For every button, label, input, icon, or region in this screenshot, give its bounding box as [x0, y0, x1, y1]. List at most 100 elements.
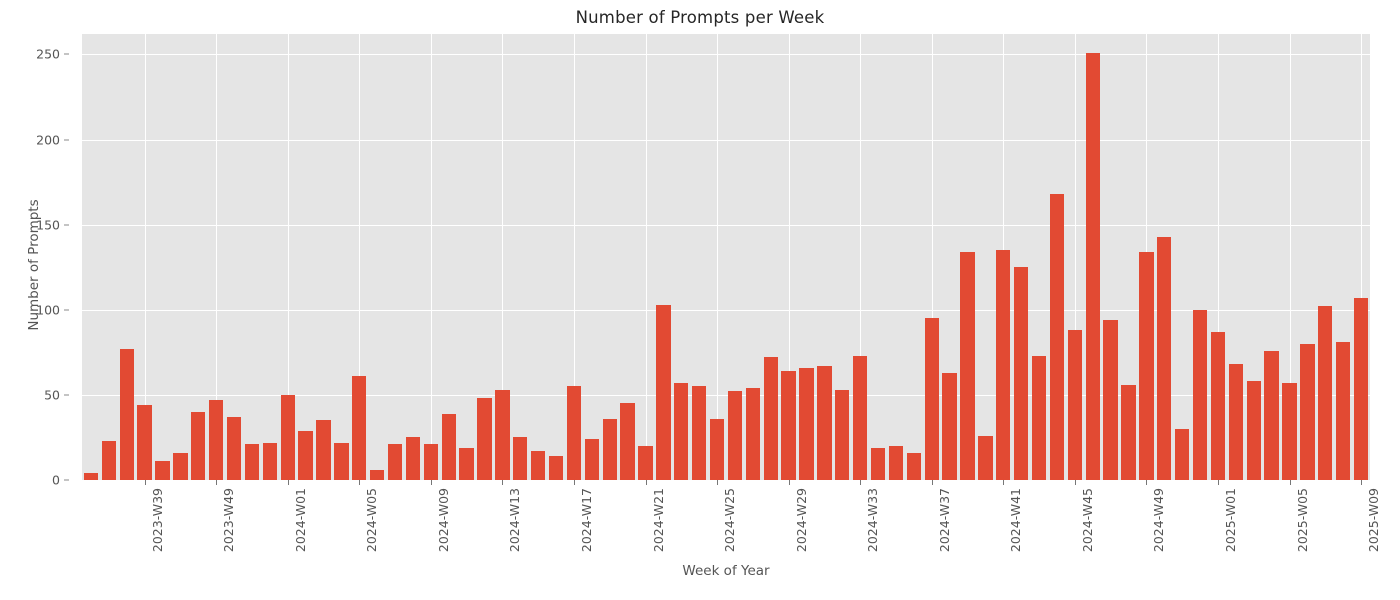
x-tick-label: 2024-W13	[507, 488, 523, 553]
bar-series	[82, 34, 1370, 480]
y-tick-label: 0	[52, 472, 60, 488]
x-tick-mark	[287, 480, 289, 485]
gridline-vertical	[1361, 34, 1363, 480]
bar	[370, 469, 385, 480]
bar	[191, 411, 206, 480]
bar	[709, 418, 725, 480]
gridline-horizontal	[82, 139, 1370, 141]
x-tick-label: 2024-W17	[578, 488, 594, 553]
bar	[1246, 381, 1261, 480]
gridline-horizontal	[82, 54, 1370, 56]
gridline-vertical	[931, 34, 933, 480]
x-tick-label: 2024-W09	[435, 488, 451, 553]
gridline-vertical	[717, 34, 719, 480]
gridline-vertical	[1217, 34, 1219, 480]
bar	[548, 456, 564, 480]
gridline-vertical	[1074, 34, 1076, 480]
chart-title: Number of Prompts per Week	[575, 8, 825, 27]
bar	[352, 376, 367, 480]
x-tick-label: 2025-W09	[1366, 488, 1382, 553]
x-tick-mark	[1003, 480, 1005, 485]
bar	[1264, 350, 1279, 480]
gridline-vertical	[573, 34, 575, 480]
x-tick-label: 2024-W01	[292, 488, 308, 553]
x-tick-mark	[1146, 480, 1148, 485]
bar	[1300, 343, 1315, 480]
gridline-horizontal	[82, 394, 1370, 396]
x-tick-label: 2024-W05	[364, 488, 380, 553]
bar	[1014, 267, 1029, 480]
bar	[262, 442, 277, 480]
bar	[960, 251, 975, 480]
bar	[244, 444, 260, 480]
x-axis: 2023-W39 2023-W49 2024-W01 2024-W05 2024-W09…	[82, 480, 1381, 580]
gridline-vertical	[216, 34, 218, 480]
bar	[83, 473, 99, 480]
x-tick-label: 2024-W33	[865, 488, 881, 553]
x-tick-mark	[1217, 480, 1219, 485]
bar	[1175, 428, 1190, 480]
bar	[405, 437, 421, 480]
x-tick-label: 2024-W21	[650, 488, 666, 553]
bar	[799, 367, 814, 480]
x-tick-mark	[860, 480, 862, 485]
bar	[584, 439, 599, 480]
y-tick-mark	[64, 309, 69, 311]
bar	[334, 442, 349, 480]
bar	[1067, 330, 1082, 480]
gridline-vertical	[287, 34, 289, 480]
y-tick-label: 50	[44, 387, 60, 403]
gridline-vertical	[502, 34, 504, 480]
gridline-vertical	[788, 34, 790, 480]
bar	[727, 391, 743, 480]
x-tick-mark	[1074, 480, 1076, 485]
bar	[1103, 320, 1118, 480]
bar	[477, 398, 492, 480]
bar	[763, 357, 778, 480]
x-tick-mark	[359, 480, 361, 485]
bar	[1157, 236, 1172, 480]
bar	[441, 413, 456, 480]
y-axis: 0 50 100 150 200 250	[0, 34, 72, 488]
y-tick-label: 100	[36, 302, 60, 318]
bar	[978, 435, 993, 480]
y-axis-label: Number of Prompts	[26, 199, 42, 331]
bar	[1139, 251, 1154, 480]
bar	[656, 304, 671, 480]
bar	[1192, 309, 1208, 480]
bar	[638, 445, 653, 480]
bar	[924, 318, 939, 480]
bar	[280, 394, 295, 480]
gridline-vertical	[645, 34, 647, 480]
bar	[459, 447, 474, 480]
x-tick-label: 2025-W01	[1222, 488, 1238, 553]
bar	[602, 418, 617, 480]
bar	[387, 444, 403, 480]
gridline-horizontal	[82, 309, 1370, 311]
x-tick-mark	[1361, 480, 1363, 485]
y-tick-mark	[64, 479, 69, 481]
bar	[620, 403, 635, 480]
x-tick-label: 2024-W37	[936, 488, 952, 553]
y-tick-mark	[64, 139, 69, 141]
x-tick-mark	[430, 480, 432, 485]
x-tick-label: 2024-W29	[793, 488, 809, 553]
bar	[1282, 382, 1297, 480]
x-tick-mark	[144, 480, 146, 485]
gridline-vertical	[1289, 34, 1291, 480]
bar	[853, 355, 868, 480]
x-tick-label: 2023-W49	[221, 488, 237, 553]
x-tick-mark	[573, 480, 575, 485]
x-tick-mark	[502, 480, 504, 485]
bar	[531, 451, 546, 480]
bar	[226, 417, 242, 480]
bar	[101, 440, 116, 480]
bar	[566, 386, 582, 480]
gridline-horizontal	[82, 224, 1370, 226]
bar	[1121, 384, 1136, 480]
gridline-vertical	[144, 34, 146, 480]
bar	[209, 400, 224, 480]
bar	[1085, 52, 1100, 480]
bar	[1353, 297, 1369, 480]
